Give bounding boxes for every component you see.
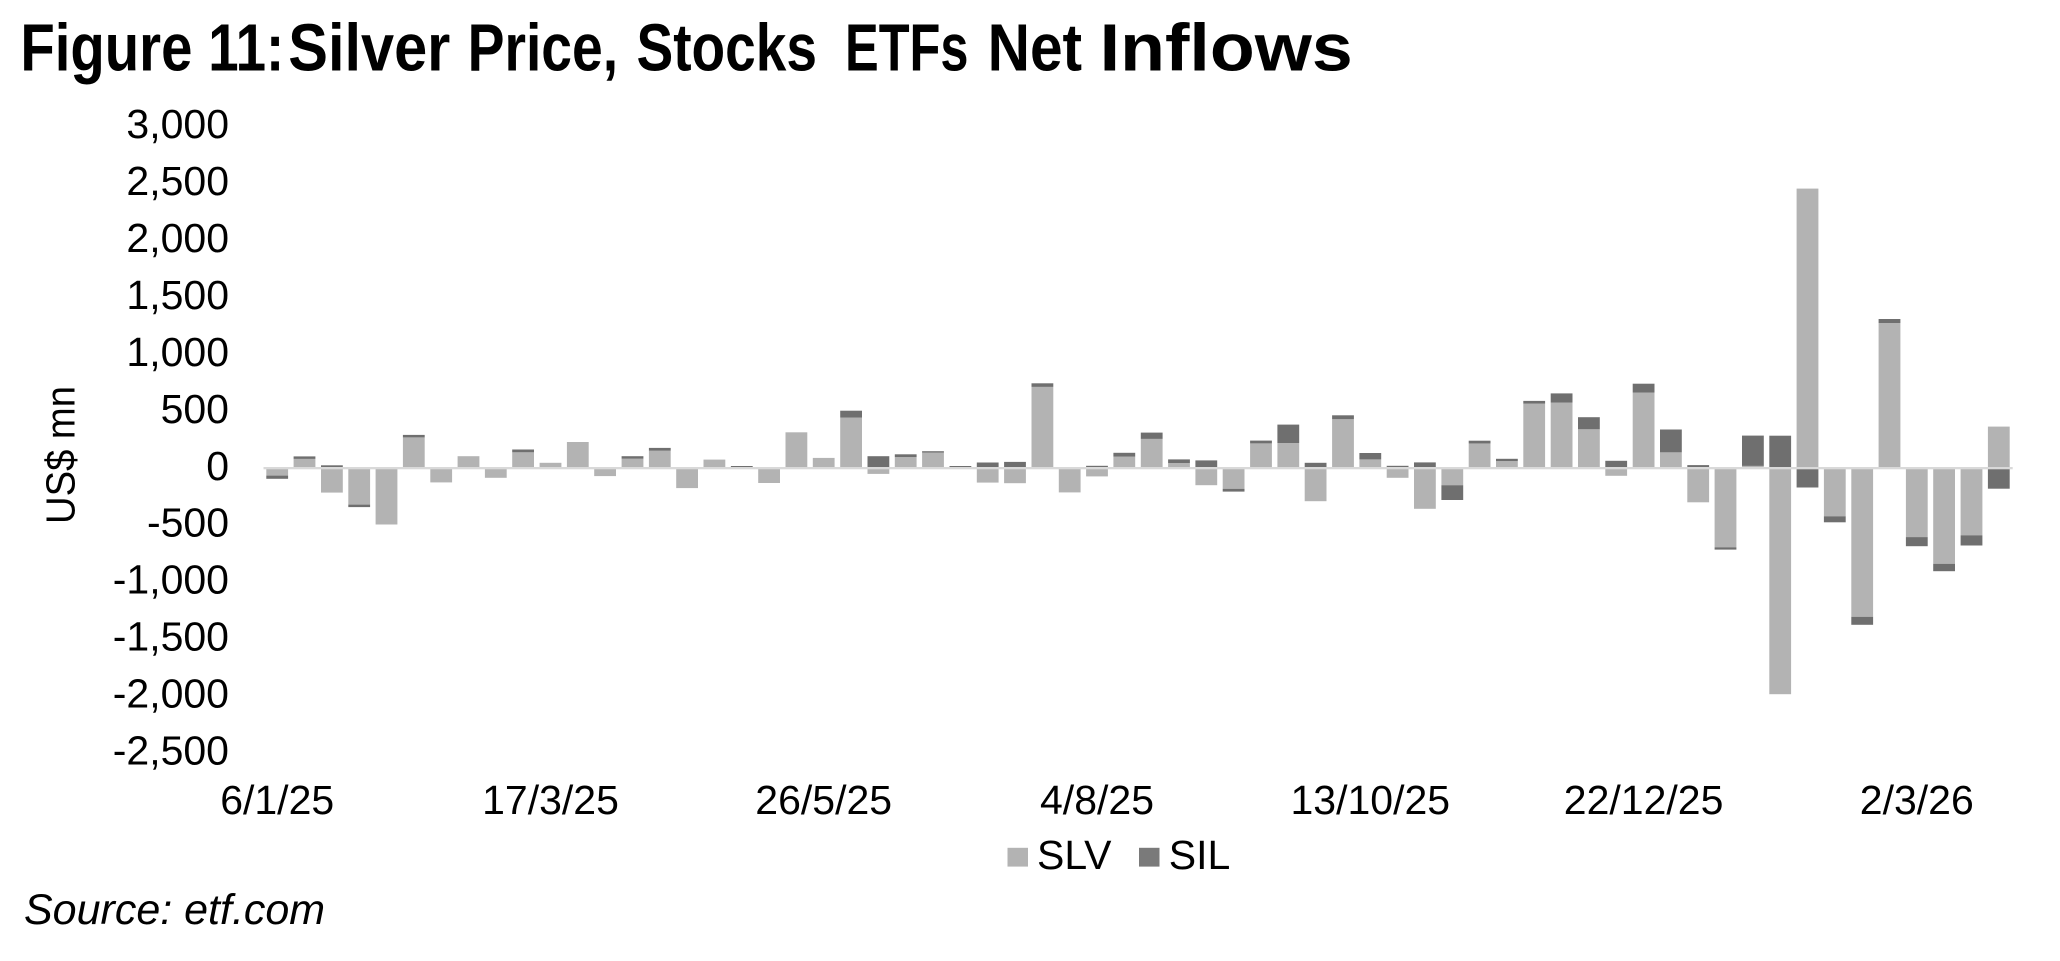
- svg-text:17/3/25: 17/3/25: [482, 777, 619, 823]
- svg-text:2,000: 2,000: [126, 215, 229, 261]
- svg-text:11:: 11:: [208, 11, 284, 86]
- svg-text:6/1/25: 6/1/25: [220, 777, 334, 823]
- svg-text:4/8/25: 4/8/25: [1040, 777, 1154, 823]
- svg-text:Stocks: Stocks: [637, 11, 818, 86]
- svg-text:500: 500: [161, 386, 229, 432]
- svg-text:-2,500: -2,500: [113, 728, 229, 774]
- svg-text:2,500: 2,500: [126, 158, 229, 204]
- svg-text:-2,000: -2,000: [113, 671, 229, 717]
- svg-text:Figure: Figure: [20, 11, 192, 86]
- svg-text:13/10/25: 13/10/25: [1290, 777, 1450, 823]
- svg-text:SLV: SLV: [1037, 832, 1112, 878]
- svg-text:0: 0: [206, 443, 229, 489]
- svg-text:SIL: SIL: [1169, 832, 1231, 878]
- svg-text:ETFs: ETFs: [845, 11, 969, 86]
- svg-text:-1,000: -1,000: [113, 557, 229, 603]
- svg-text:26/5/25: 26/5/25: [755, 777, 892, 823]
- svg-text:2/3/26: 2/3/26: [1860, 777, 1974, 823]
- svg-text:1,500: 1,500: [126, 272, 229, 318]
- svg-text:Inflows: Inflows: [1100, 11, 1353, 86]
- svg-text:3,000: 3,000: [126, 101, 229, 147]
- svg-text:22/12/25: 22/12/25: [1564, 777, 1724, 823]
- svg-text:Source: etf.com: Source: etf.com: [24, 886, 325, 934]
- svg-text:Net: Net: [988, 11, 1083, 86]
- svg-text:Price,: Price,: [468, 11, 618, 86]
- svg-text:-500: -500: [147, 500, 229, 546]
- svg-text:Silver: Silver: [288, 11, 450, 86]
- svg-text:-1,500: -1,500: [113, 614, 229, 660]
- svg-text:1,000: 1,000: [126, 329, 229, 375]
- svg-text:US$ mn: US$ mn: [38, 386, 84, 524]
